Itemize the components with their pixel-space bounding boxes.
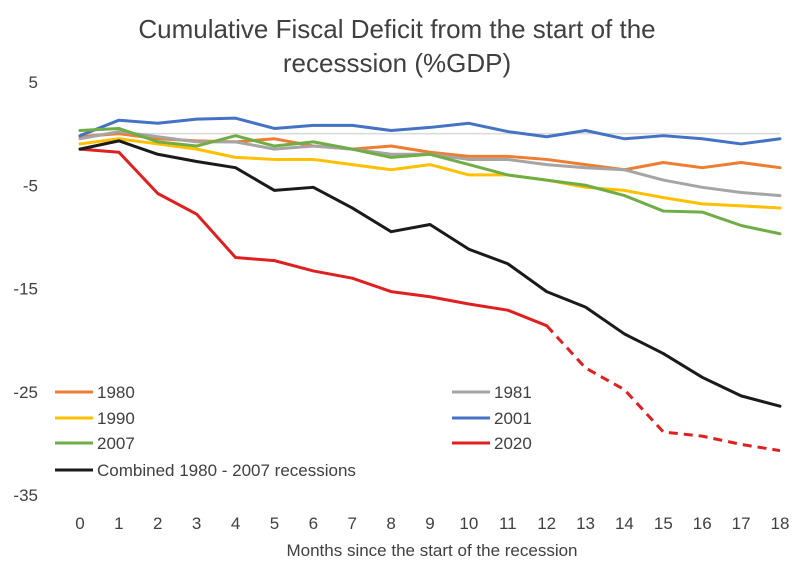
legend: 1980 1981 1990 2001 2007 2020 Combined 1980 - …	[55, 383, 532, 480]
x-tick-label: 12	[537, 514, 556, 533]
x-tick-label: 9	[425, 514, 434, 533]
legend-item-1981: 1981	[452, 383, 532, 402]
series-lines	[78, 116, 782, 453]
y-axis-tick-labels: 5 -5 -15 -25 -35	[13, 73, 38, 505]
chart-title-line-2: recesssion (%GDP)	[283, 48, 511, 78]
x-tick-label: 15	[654, 514, 673, 533]
legend-item-2007: 2007	[55, 434, 135, 453]
legend-label: 2007	[97, 434, 135, 453]
legend-label: Combined 1980 - 2007 recessions	[97, 461, 356, 480]
y-tick-label: -25	[13, 383, 38, 402]
chart-title-line-1: Cumulative Fiscal Deficit from the start…	[138, 14, 655, 44]
x-axis-tick-labels: 0 1 2 3 4 5 6 7 8 9 10 11 12 13 14 15 16 17 18	[75, 514, 789, 533]
x-tick-label: 13	[576, 514, 595, 533]
legend-item-1980: 1980	[55, 383, 135, 402]
legend-item-1990: 1990	[55, 409, 135, 428]
legend-label: 1990	[97, 409, 135, 428]
x-tick-label: 7	[347, 514, 356, 533]
legend-label: 1981	[494, 383, 532, 402]
series-line-1990	[78, 137, 782, 210]
series-line-2020	[78, 147, 549, 328]
x-tick-label: 14	[615, 514, 634, 533]
y-tick-label: -5	[23, 176, 38, 195]
x-tick-label: 8	[386, 514, 395, 533]
x-tick-label: 16	[693, 514, 712, 533]
x-tick-label: 0	[75, 514, 84, 533]
legend-label: 2001	[494, 409, 532, 428]
legend-item-2020: 2020	[452, 434, 532, 453]
x-tick-label: 10	[459, 514, 478, 533]
x-axis-title: Months since the start of the recession	[286, 541, 577, 560]
y-tick-label: -15	[13, 280, 38, 299]
x-tick-label: 1	[114, 514, 123, 533]
legend-label: 2020	[494, 434, 532, 453]
legend-label: 1980	[97, 383, 135, 402]
y-tick-label: -35	[13, 486, 38, 505]
series-line-2007	[78, 126, 782, 236]
x-tick-label: 18	[771, 514, 790, 533]
chart-title: Cumulative Fiscal Deficit from the start…	[138, 14, 655, 78]
legend-item-2001: 2001	[452, 409, 532, 428]
x-tick-label: 3	[192, 514, 201, 533]
series-line-combined-1980-2007-recessions	[78, 139, 782, 408]
y-tick-label: 5	[29, 73, 38, 92]
x-tick-label: 5	[270, 514, 279, 533]
series-line-2020-projected	[545, 324, 781, 453]
x-tick-label: 4	[231, 514, 240, 533]
x-tick-label: 11	[499, 514, 517, 533]
x-tick-label: 2	[153, 514, 162, 533]
x-tick-label: 17	[732, 514, 751, 533]
series-line-2001	[78, 116, 782, 146]
legend-item-combined-1980-2007-recessions: Combined 1980 - 2007 recessions	[55, 461, 356, 480]
x-tick-label: 6	[309, 514, 318, 533]
